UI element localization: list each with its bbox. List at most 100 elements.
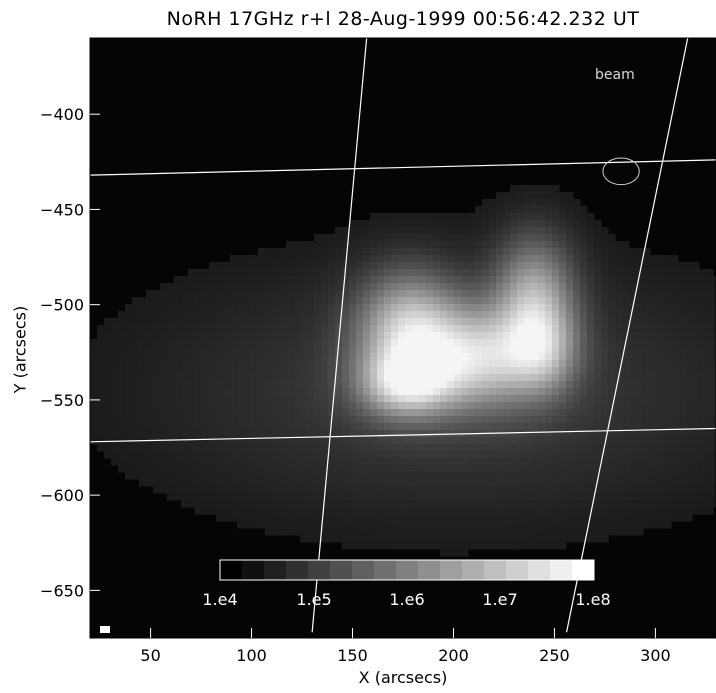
emission-pixel — [594, 465, 602, 473]
emission-pixel — [538, 437, 546, 445]
emission-pixel — [545, 402, 553, 410]
emission-pixel — [223, 430, 231, 438]
emission-pixel — [251, 269, 259, 277]
emission-pixel — [685, 486, 693, 494]
emission-pixel — [391, 381, 399, 389]
emission-pixel — [615, 290, 623, 298]
emission-pixel — [412, 458, 420, 466]
emission-pixel — [433, 318, 441, 326]
emission-pixel — [349, 262, 357, 270]
emission-pixel — [426, 381, 434, 389]
y-tick-label: −500 — [40, 296, 84, 315]
emission-pixel — [244, 269, 252, 277]
emission-pixel — [657, 479, 665, 487]
emission-pixel — [265, 283, 273, 291]
emission-pixel — [531, 500, 539, 508]
emission-pixel — [636, 465, 644, 473]
emission-pixel — [223, 416, 231, 424]
emission-pixel — [510, 535, 518, 543]
emission-pixel — [587, 465, 595, 473]
emission-pixel — [363, 465, 371, 473]
emission-pixel — [629, 269, 637, 277]
emission-pixel — [223, 311, 231, 319]
emission-pixel — [321, 367, 329, 375]
emission-pixel — [125, 332, 133, 340]
emission-pixel — [139, 311, 147, 319]
emission-pixel — [419, 241, 427, 249]
emission-pixel — [650, 255, 658, 263]
emission-pixel — [531, 507, 539, 515]
emission-pixel — [356, 493, 364, 501]
emission-pixel — [552, 458, 560, 466]
emission-pixel — [405, 269, 413, 277]
emission-pixel — [468, 409, 476, 417]
emission-pixel — [188, 486, 196, 494]
emission-pixel — [419, 304, 427, 312]
emission-pixel — [489, 290, 497, 298]
emission-pixel — [335, 479, 343, 487]
emission-pixel — [433, 290, 441, 298]
emission-pixel — [272, 255, 280, 263]
emission-pixel — [440, 444, 448, 452]
emission-pixel — [118, 353, 126, 361]
emission-pixel — [650, 395, 658, 403]
emission-pixel — [503, 430, 511, 438]
emission-pixel — [510, 402, 518, 410]
emission-pixel — [230, 430, 238, 438]
axes: 50 100 150 200 250 300−400−450−500−550−600−65… — [40, 37, 716, 665]
emission-pixel — [468, 360, 476, 368]
emission-pixel — [356, 248, 364, 256]
emission-pixel — [384, 395, 392, 403]
emission-pixel — [111, 395, 119, 403]
emission-pixel — [440, 290, 448, 298]
emission-pixel — [370, 444, 378, 452]
emission-pixel — [685, 297, 693, 305]
emission-pixel — [524, 283, 532, 291]
emission-pixel — [370, 213, 378, 221]
emission-pixel — [342, 304, 350, 312]
emission-pixel — [216, 486, 224, 494]
emission-pixel — [699, 269, 707, 277]
emission-pixel — [538, 262, 546, 270]
emission-pixel — [335, 353, 343, 361]
emission-pixel — [412, 542, 420, 550]
colorbar-swatch — [506, 560, 529, 580]
emission-pixel — [314, 325, 322, 333]
emission-pixel — [524, 234, 532, 242]
emission-pixel — [426, 220, 434, 228]
emission-pixel — [412, 290, 420, 298]
emission-pixel — [342, 521, 350, 529]
emission-pixel — [412, 311, 420, 319]
emission-pixel — [531, 325, 539, 333]
emission-pixel — [580, 374, 588, 382]
emission-pixel — [111, 388, 119, 396]
emission-pixel — [167, 339, 175, 347]
emission-pixel — [552, 374, 560, 382]
emission-pixel — [503, 374, 511, 382]
emission-pixel — [300, 276, 308, 284]
emission-pixel — [356, 290, 364, 298]
emission-pixel — [601, 304, 609, 312]
emission-pixel — [300, 514, 308, 522]
emission-pixel — [531, 353, 539, 361]
emission-pixel — [643, 255, 651, 263]
emission-pixel — [629, 451, 637, 459]
emission-pixel — [153, 381, 161, 389]
emission-pixel — [272, 374, 280, 382]
emission-pixel — [482, 276, 490, 284]
y-axis-label: Y (arcsecs) — [10, 305, 30, 394]
emission-pixel — [370, 374, 378, 382]
emission-pixel — [251, 297, 259, 305]
emission-pixel — [174, 472, 182, 480]
emission-pixel — [531, 528, 539, 536]
emission-pixel — [650, 346, 658, 354]
emission-pixel — [174, 486, 182, 494]
emission-pixel — [265, 269, 273, 277]
emission-pixel — [685, 332, 693, 340]
emission-pixel — [146, 374, 154, 382]
emission-pixel — [643, 290, 651, 298]
emission-pixel — [300, 325, 308, 333]
emission-pixel — [594, 339, 602, 347]
emission-pixel — [202, 465, 210, 473]
emission-pixel — [608, 374, 616, 382]
